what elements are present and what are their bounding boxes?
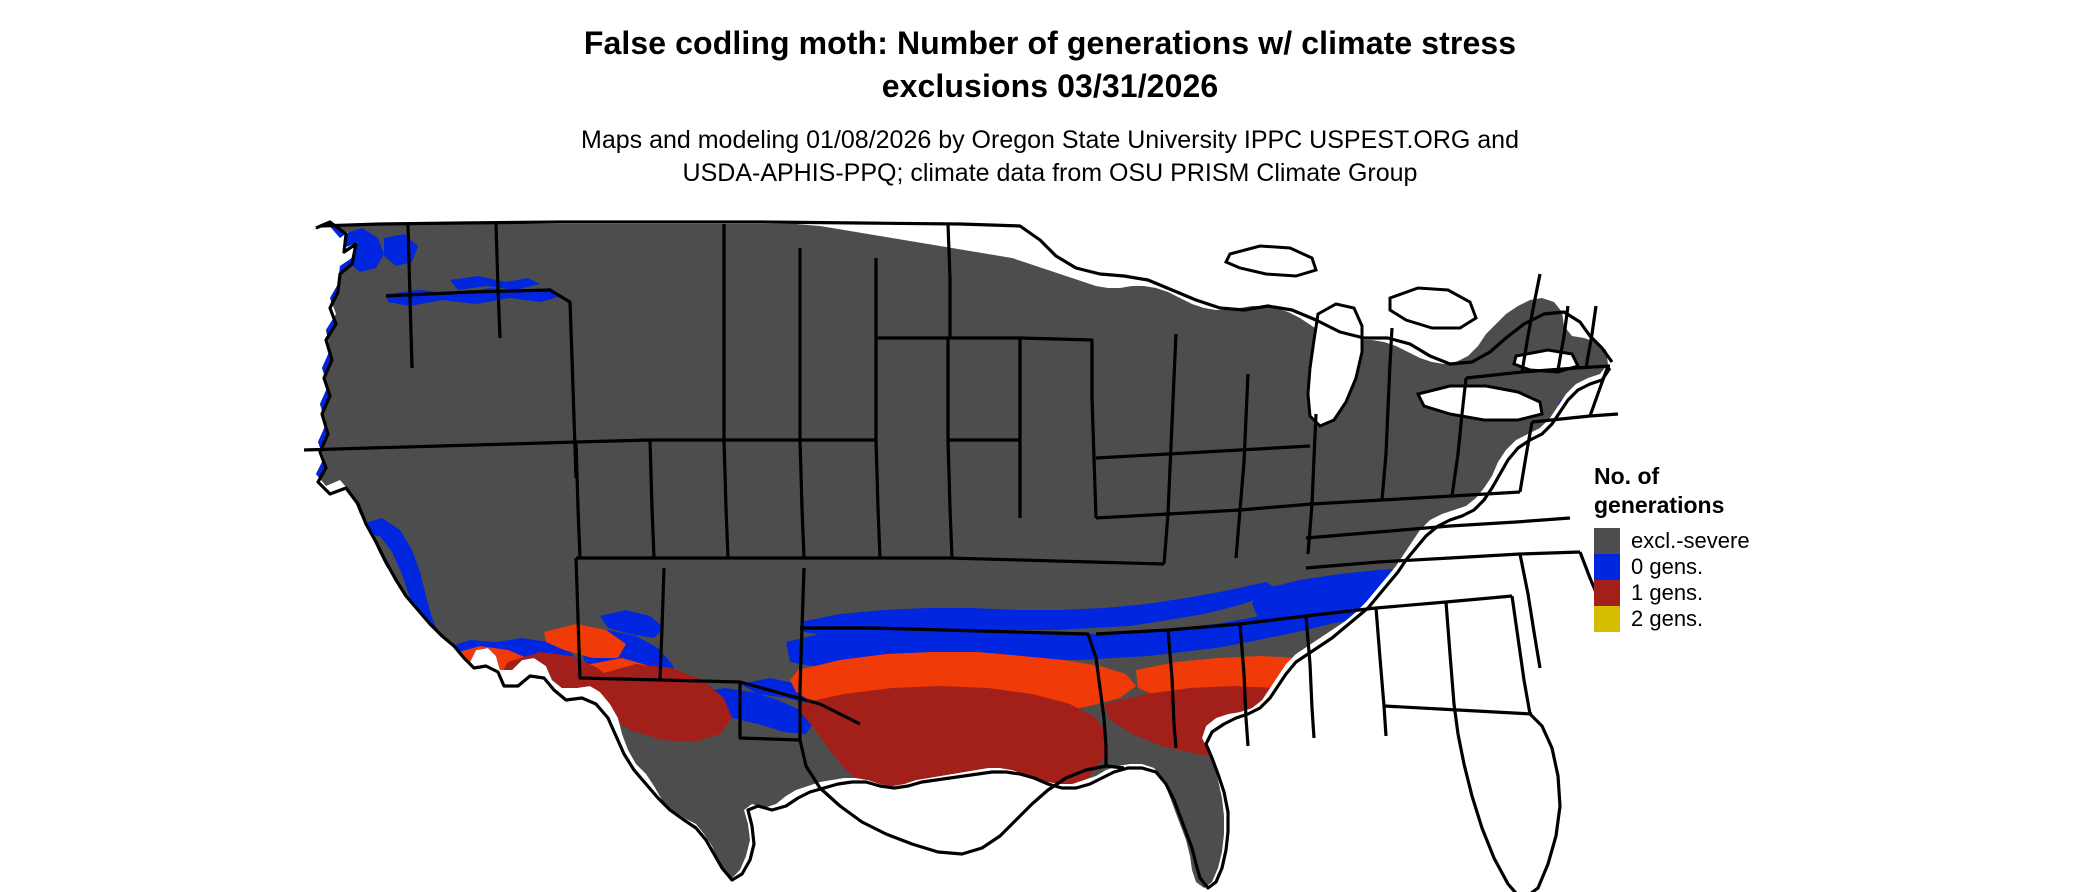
legend-swatch-excl-severe — [1594, 527, 1620, 554]
page-subtitle-line-1: Maps and modeling 01/08/2026 by Oregon S… — [581, 126, 1519, 155]
legend-item-2-gens: 2 gens. — [1594, 605, 1894, 632]
legend-item-excl-severe: excl.-severe — [1594, 527, 1894, 554]
lake-huron — [1388, 286, 1478, 330]
page-subtitle-line-2: USDA-APHIS-PPQ; climate data from OSU PR… — [682, 159, 1418, 188]
us-choropleth-map — [300, 218, 1620, 892]
us-map-svg — [303, 220, 1619, 892]
legend-label-1-gens: 1 gens. — [1631, 579, 1704, 605]
legend-item-1-gens: 1 gens. — [1594, 579, 1894, 606]
lake-superior — [1223, 244, 1318, 278]
legend-item-0-gens: 0 gens. — [1594, 553, 1894, 580]
legend-label-2-gens: 2 gens. — [1631, 605, 1704, 631]
page-subtitle: Maps and modeling 01/08/2026 by Oregon S… — [0, 107, 2100, 191]
lake-erie — [1415, 384, 1544, 422]
state-boundaries — [303, 220, 1619, 892]
page-title-line-1: False codling moth: Number of generation… — [583, 25, 1517, 61]
legend-label-0-gens: 0 gens. — [1631, 553, 1704, 579]
page-title-line-2: exclusions 03/31/2026 — [881, 67, 1219, 104]
legend-swatch-1-gens — [1594, 579, 1620, 606]
legend-swatch-2-gens — [1594, 605, 1620, 632]
map-legend: No. of generations excl.-severe 0 gens. … — [1594, 462, 1894, 632]
legend-title-line-2: generations — [1594, 492, 1725, 519]
page-title: False codling moth: Number of generation… — [0, 0, 2100, 107]
map-header: False codling moth: Number of generation… — [0, 0, 2100, 191]
legend-label-excl-severe: excl.-severe — [1631, 527, 1750, 553]
legend-title-line-1: No. of — [1594, 463, 1660, 489]
legend-title: No. of generations — [1594, 462, 1784, 521]
legend-swatch-0-gens — [1594, 553, 1620, 580]
